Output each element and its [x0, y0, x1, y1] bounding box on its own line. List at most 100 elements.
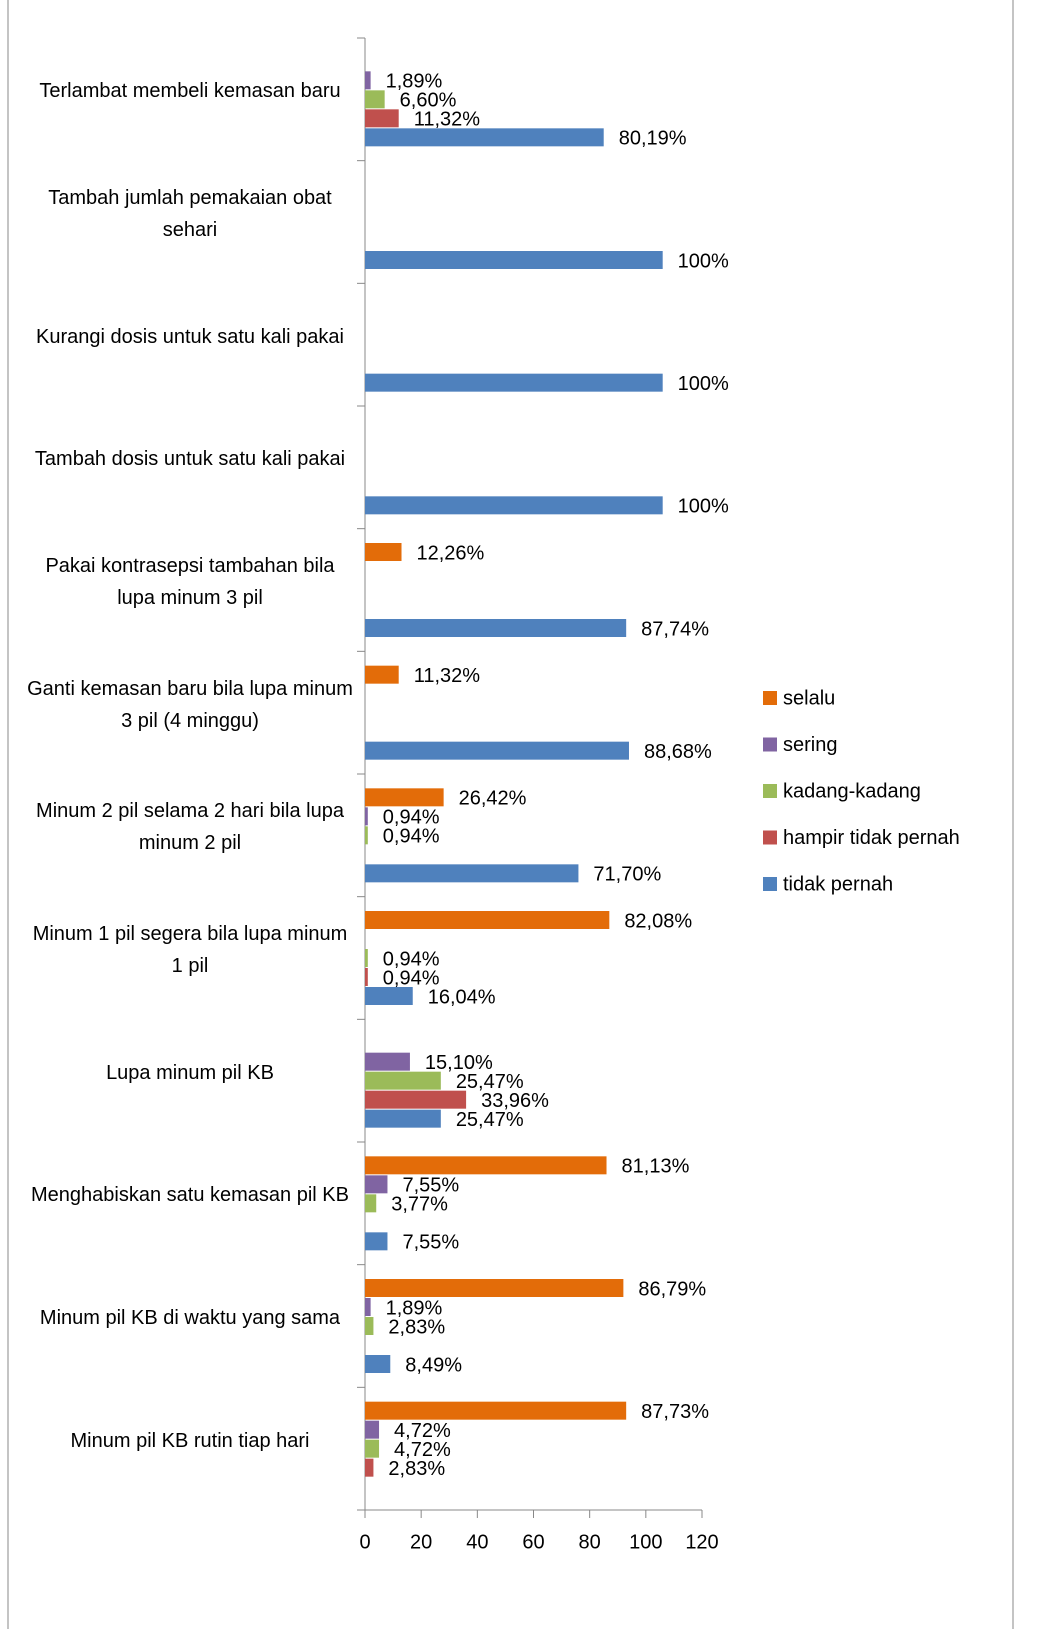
category-label: Pakai kontrasepsi tambahan bila lupa min…: [45, 555, 335, 609]
bar: [365, 90, 385, 109]
bar: [365, 109, 399, 128]
data-label: 71,70%: [593, 864, 661, 886]
bar: [365, 1298, 371, 1316]
data-label: 6,60%: [400, 90, 457, 112]
bar: [365, 1071, 441, 1090]
legend-swatch: [763, 784, 777, 798]
category-label: Minum 2 pil selama 2 hari bila lupa minu…: [36, 800, 344, 855]
data-label: 3,77%: [391, 1194, 448, 1216]
bar: [365, 968, 368, 986]
category-label: Terlambat membeli kemasan baru: [39, 80, 341, 103]
data-label: 100%: [678, 250, 729, 272]
x-tick-label: 0: [359, 1531, 370, 1553]
chart-border: [7, 0, 1014, 1629]
bar: [365, 807, 368, 826]
bar: [365, 987, 413, 1005]
x-tick-label: 40: [466, 1531, 488, 1553]
data-label: 80,19%: [619, 128, 687, 150]
bar: [365, 826, 368, 845]
data-label: 15,10%: [425, 1052, 493, 1074]
bar: [365, 1090, 467, 1109]
x-tick-label: 120: [685, 1531, 718, 1553]
data-label: 100%: [678, 373, 729, 395]
bar: [365, 1052, 410, 1071]
data-label: 4,72%: [394, 1420, 451, 1442]
bar: [365, 543, 402, 561]
legend-swatch: [763, 830, 777, 845]
category-label: Kurangi dosis untuk satu kali pakai: [36, 325, 344, 348]
data-label: 2,83%: [388, 1458, 445, 1480]
bar: [365, 1279, 624, 1297]
data-label: 7,55%: [402, 1175, 459, 1197]
data-label: 0,94%: [383, 967, 440, 989]
data-label: 88,68%: [644, 741, 712, 763]
legend-swatch: [763, 691, 777, 705]
data-label: 87,73%: [641, 1401, 709, 1423]
bar: [365, 1317, 374, 1335]
data-label: 11,32%: [414, 109, 481, 131]
bar: [365, 251, 663, 269]
category-label: Lupa minum pil KB: [106, 1061, 274, 1084]
bar: [365, 619, 627, 637]
data-label: 11,32%: [414, 665, 481, 687]
bar: [365, 1355, 391, 1373]
bar: [365, 1232, 388, 1251]
category-label: Minum pil KB rutin tiap hari: [70, 1429, 310, 1452]
data-label: 87,74%: [641, 618, 709, 640]
bar: [365, 741, 629, 760]
data-label: 7,55%: [402, 1232, 459, 1254]
data-label: 16,04%: [428, 986, 496, 1008]
data-label: 81,13%: [622, 1156, 690, 1178]
data-label: 12,26%: [417, 542, 485, 564]
category-label: Menghabiskan satu kemasan pil KB: [31, 1184, 349, 1207]
bar: [365, 1194, 377, 1213]
data-label: 100%: [678, 496, 729, 518]
bar: [365, 1175, 388, 1194]
category-label: Ganti kemasan baru bila lupa minum 3 pil…: [27, 677, 353, 732]
data-label: 25,47%: [456, 1071, 524, 1093]
legend-label: tidak pernah: [783, 873, 893, 895]
data-label: 1,89%: [386, 1297, 443, 1319]
x-tick-label: 20: [410, 1531, 432, 1553]
legend-swatch: [763, 737, 777, 752]
legend-label: sering: [783, 734, 837, 756]
bar: [365, 949, 368, 967]
bar: [365, 911, 610, 929]
data-label: 1,89%: [386, 71, 443, 93]
data-label: 82,08%: [624, 910, 692, 932]
x-tick-label: 80: [579, 1531, 601, 1553]
category-label: Minum pil KB di waktu yang sama: [39, 1307, 341, 1329]
bar: [365, 373, 663, 392]
data-label: 0,94%: [383, 826, 440, 848]
legend-label: selalu: [783, 687, 835, 709]
category-label: Tambah dosis untuk satu kali pakai: [34, 448, 346, 471]
data-label: 26,42%: [459, 788, 527, 810]
bar: [365, 71, 371, 90]
bar: [365, 1156, 607, 1175]
bar: [365, 665, 399, 684]
bar: [365, 1458, 374, 1477]
x-tick-label: 60: [522, 1531, 544, 1553]
data-label: 8,49%: [405, 1354, 462, 1376]
data-label: 0,94%: [383, 948, 440, 970]
bar: [365, 496, 663, 515]
bar: [365, 1109, 441, 1128]
x-tick-label: 100: [629, 1531, 662, 1553]
data-label: 0,94%: [383, 807, 440, 829]
legend-label: hampir tidak pernah: [783, 827, 960, 849]
bar: [365, 1439, 380, 1458]
data-label: 4,72%: [394, 1439, 451, 1461]
bar: [365, 128, 604, 147]
bar: [365, 1401, 627, 1420]
legend-label: kadang-kadang: [783, 780, 921, 802]
category-label: Tambah jumlah pemakaian obat sehari: [48, 187, 332, 241]
data-label: 25,47%: [456, 1109, 524, 1131]
data-label: 33,96%: [481, 1090, 549, 1112]
data-label: 86,79%: [638, 1278, 706, 1300]
category-label: Minum 1 pil segera bila lupa minum 1 pil: [32, 923, 348, 977]
legend-swatch: [763, 877, 777, 891]
data-label: 2,83%: [388, 1316, 445, 1338]
bar: [365, 1420, 380, 1439]
